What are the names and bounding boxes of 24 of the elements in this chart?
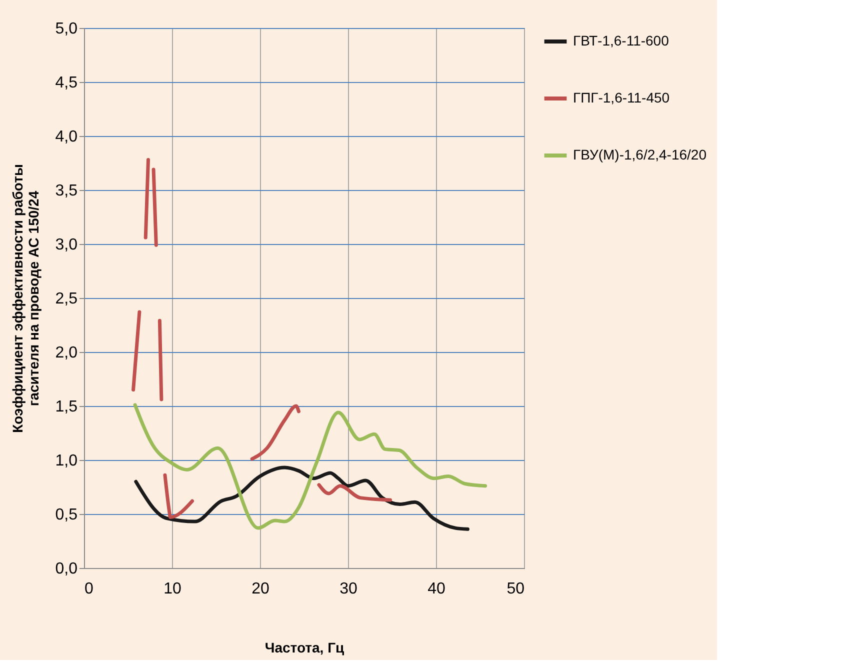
y-tick-label: 3,5 — [55, 182, 78, 200]
x-axis-title: Частота, Гц — [264, 640, 345, 656]
x-tick-label: 10 — [164, 580, 182, 598]
line-series — [134, 466, 470, 531]
y-tick-label: 0,0 — [55, 560, 78, 578]
y-axis-title: Коэффициент эффективности работы гасителя на проводе АС 150/24 — [9, 164, 42, 433]
y-tick-label: 1,0 — [55, 452, 78, 470]
y-tick-label: 4,5 — [55, 74, 78, 92]
x-tick-label: 0 — [84, 580, 94, 598]
legend-label: ГВУ(М)-1,6/2,4-16/20 — [573, 146, 707, 162]
x-tick-label: 50 — [506, 580, 525, 598]
line-series — [133, 403, 488, 530]
y-tick-label: 4,0 — [55, 128, 78, 146]
x-tick-label: 20 — [252, 580, 270, 598]
y-tick-label: 0,5 — [55, 506, 78, 524]
y-tick-label: 2,5 — [55, 290, 78, 308]
x-tick-label: 30 — [340, 580, 358, 598]
x-tick-label: 40 — [428, 580, 446, 598]
y-tick-label: 1,5 — [55, 398, 78, 416]
legend-label: ГПГ-1,6-11-450 — [573, 90, 670, 106]
y-tick-label: 5,0 — [55, 20, 78, 38]
y-tick-label: 3,0 — [55, 236, 78, 254]
legend-label: ГВТ-1,6-11-600 — [573, 32, 670, 48]
y-tick-label: 2,0 — [55, 344, 78, 362]
